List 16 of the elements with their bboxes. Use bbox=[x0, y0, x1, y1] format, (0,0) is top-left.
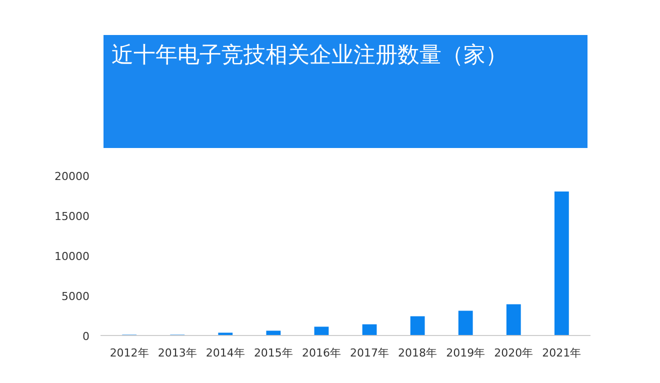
y-tick-label: 0 bbox=[82, 330, 90, 343]
x-tick-label: 2015年 bbox=[254, 346, 293, 360]
x-tick-label: 2019年 bbox=[446, 346, 486, 360]
x-tick-label: 2012年 bbox=[110, 346, 149, 360]
y-tick-label: 10000 bbox=[54, 250, 90, 263]
x-tick-label: 2021年 bbox=[542, 346, 582, 360]
x-tick-label: 2013年 bbox=[158, 346, 197, 360]
x-tick-label: 2018年 bbox=[398, 346, 438, 360]
x-tick-label: 2017年 bbox=[350, 346, 390, 360]
y-tick-label: 20000 bbox=[54, 170, 90, 183]
x-tick-label: 2014年 bbox=[206, 346, 245, 360]
y-tick-label: 5000 bbox=[62, 290, 90, 303]
x-tick-label: 2020年 bbox=[494, 346, 534, 360]
chart-title: 近十年电子竞技相关企业注册数量（家） bbox=[112, 43, 508, 68]
y-tick-label: 15000 bbox=[54, 210, 90, 223]
x-tick-label: 2016年 bbox=[302, 346, 341, 360]
